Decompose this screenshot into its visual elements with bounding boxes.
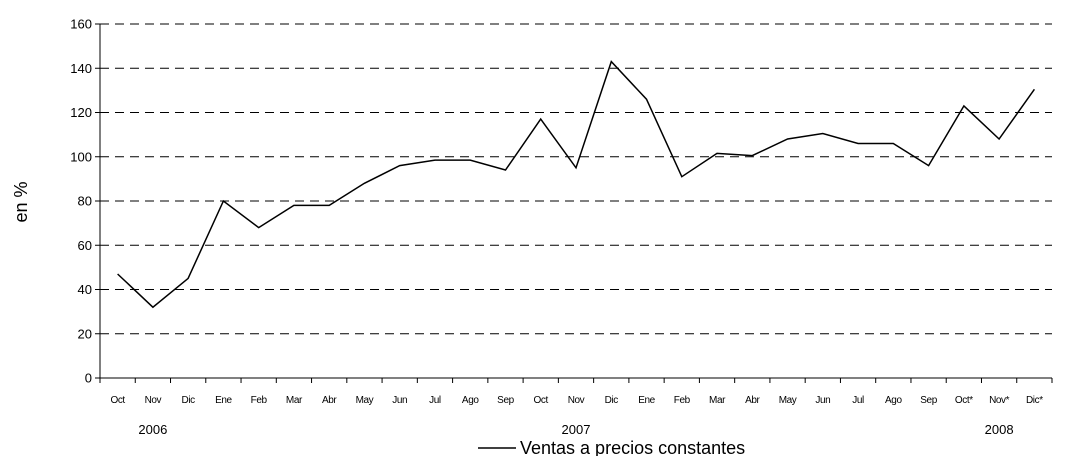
year-label-1: 2007	[562, 422, 591, 437]
x-tick-label-12: Oct	[534, 395, 549, 406]
x-tick-label-17: Mar	[709, 395, 726, 406]
y-tick-label-0: 0	[85, 371, 92, 386]
series-group	[117, 60, 1036, 309]
x-tick-label-14: Dic	[605, 395, 619, 406]
y-axis-label: en %	[11, 181, 31, 222]
y-tick-label-20: 20	[78, 326, 92, 341]
x-tick-label-8: Jun	[392, 395, 407, 406]
x-tick-label-2: Dic	[182, 395, 196, 406]
x-tick-label-22: Ago	[885, 395, 902, 406]
x-tick-label-7: May	[356, 395, 374, 406]
y-tick-label-160: 160	[70, 17, 92, 32]
legend-label: Ventas a precios constantes	[520, 438, 745, 456]
x-tick-label-1: Nov	[145, 395, 162, 406]
x-tick-label-25: Nov*	[989, 395, 1010, 406]
year-label-2: 2008	[985, 422, 1014, 437]
x-tick-label-10: Ago	[462, 395, 479, 406]
x-tick-label-4: Feb	[251, 395, 268, 406]
axes	[99, 24, 1052, 379]
series-line-0	[117, 60, 1036, 309]
y-tick-label-120: 120	[70, 105, 92, 120]
y-axis-ticks: 0 20 40 60 80 100 120 140 160	[70, 17, 100, 386]
legend: Ventas a precios constantes	[478, 438, 745, 456]
x-tick-label-15: Ene	[638, 395, 655, 406]
x-tick-label-21: Jul	[852, 395, 864, 406]
y-tick-label-40: 40	[78, 282, 92, 297]
y-tick-label-80: 80	[78, 194, 92, 209]
x-tick-label-20: Jun	[815, 395, 830, 406]
x-tick-label-26: Dic*	[1026, 395, 1043, 406]
x-tick-label-19: May	[779, 395, 797, 406]
year-labels: 2006 2007 2008	[138, 422, 1013, 437]
y-tick-label-60: 60	[78, 238, 92, 253]
x-tick-label-6: Abr	[322, 395, 337, 406]
x-tick-label-11: Sep	[497, 395, 514, 406]
y-tick-label-140: 140	[70, 61, 92, 76]
x-tick-label-5: Mar	[286, 395, 303, 406]
x-tick-label-0: Oct	[110, 395, 125, 406]
x-tick-label-13: Nov	[568, 395, 585, 406]
x-tick-label-9: Jul	[429, 395, 441, 406]
year-label-0: 2006	[138, 422, 167, 437]
gridlines	[100, 23, 1052, 335]
x-tick-label-23: Sep	[920, 395, 937, 406]
x-tick-label-18: Abr	[745, 395, 760, 406]
y-tick-label-100: 100	[70, 149, 92, 164]
x-tick-label-3: Ene	[215, 395, 232, 406]
x-tick-label-16: Feb	[674, 395, 691, 406]
x-tick-label-24: Oct*	[955, 395, 973, 406]
x-axis-ticks: Oct Nov Dic Ene Feb Mar Abr May Jun Jul Ago Sep Oct N…	[99, 378, 1053, 406]
